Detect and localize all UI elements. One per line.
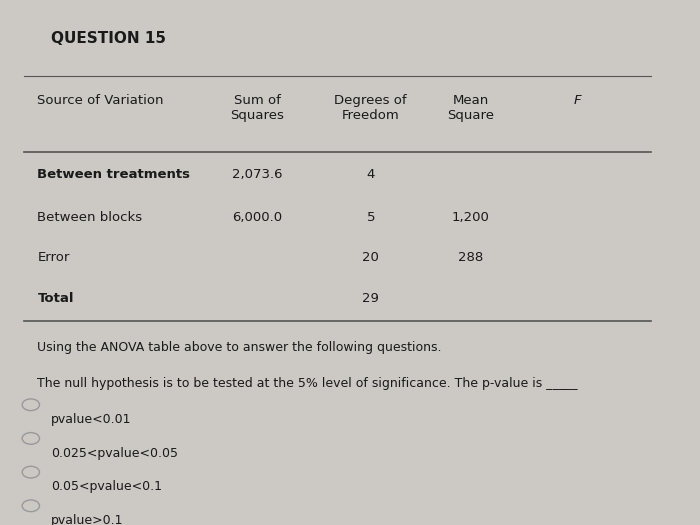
Text: 4: 4: [367, 168, 375, 181]
Text: Degrees of
Freedom: Degrees of Freedom: [335, 94, 407, 122]
Text: Mean
Square: Mean Square: [447, 94, 494, 122]
Text: F: F: [573, 94, 581, 107]
Text: QUESTION 15: QUESTION 15: [51, 31, 166, 46]
Text: 2,073.6: 2,073.6: [232, 168, 283, 181]
Text: 288: 288: [458, 251, 484, 264]
Text: 6,000.0: 6,000.0: [232, 211, 283, 224]
Text: 29: 29: [363, 291, 379, 304]
Text: Using the ANOVA table above to answer the following questions.: Using the ANOVA table above to answer th…: [38, 341, 442, 354]
Text: pvalue<0.01: pvalue<0.01: [51, 413, 132, 426]
Text: Between treatments: Between treatments: [38, 168, 190, 181]
Text: 20: 20: [363, 251, 379, 264]
Text: 1,200: 1,200: [452, 211, 490, 224]
Text: Sum of
Squares: Sum of Squares: [230, 94, 284, 122]
Text: Total: Total: [38, 291, 74, 304]
Text: 5: 5: [367, 211, 375, 224]
Text: 0.05<pvalue<0.1: 0.05<pvalue<0.1: [51, 480, 162, 493]
Text: Source of Variation: Source of Variation: [38, 94, 164, 107]
Text: 0.025<pvalue<0.05: 0.025<pvalue<0.05: [51, 447, 178, 459]
Text: pvalue>0.1: pvalue>0.1: [51, 514, 123, 525]
Text: The null hypothesis is to be tested at the 5% level of significance. The p-value: The null hypothesis is to be tested at t…: [38, 377, 578, 390]
Text: Error: Error: [38, 251, 70, 264]
Text: Between blocks: Between blocks: [38, 211, 143, 224]
